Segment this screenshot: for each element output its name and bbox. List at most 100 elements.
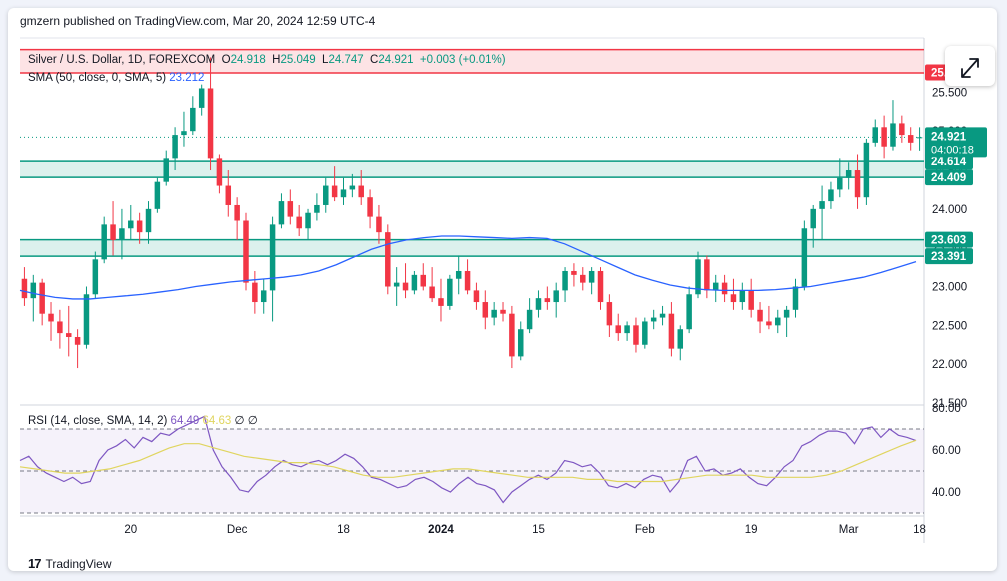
candle-body bbox=[881, 127, 887, 147]
candle-body bbox=[854, 170, 861, 198]
countdown-tag: 04:00:18 bbox=[931, 144, 974, 156]
rsi-sma-line bbox=[19, 439, 917, 483]
zone-a-bottom-tag-bg bbox=[925, 169, 973, 186]
sma-line-group bbox=[19, 235, 917, 300]
rsi-value: 64.49 bbox=[170, 415, 200, 427]
candle-body bbox=[402, 282, 409, 291]
candle-body bbox=[482, 302, 489, 318]
candle-body bbox=[473, 290, 480, 303]
candle-body bbox=[376, 216, 382, 233]
candle-body bbox=[606, 302, 613, 326]
candle-body bbox=[296, 216, 302, 229]
candle-body bbox=[553, 290, 559, 303]
candle-body bbox=[535, 298, 542, 310]
candle-body bbox=[207, 88, 214, 159]
candle-body bbox=[349, 185, 356, 190]
candle-body bbox=[730, 294, 737, 303]
candle-body bbox=[305, 212, 311, 229]
ohlc-close-label: C bbox=[370, 54, 379, 66]
candle-body bbox=[74, 336, 81, 345]
candle-body bbox=[828, 189, 834, 202]
candle-body bbox=[110, 224, 116, 240]
symbol-name: Silver / U.S. Dollar, 1D, FOREXCOM bbox=[28, 54, 216, 66]
candle-body bbox=[438, 298, 444, 306]
sma-label: SMA (50, close, 0, SMA, 5) bbox=[28, 72, 167, 84]
candle-body bbox=[154, 181, 161, 209]
candle-body bbox=[571, 270, 577, 275]
brand-name: TradingView bbox=[45, 556, 112, 571]
candle-body bbox=[39, 282, 45, 314]
ohlc-close: 24.921 bbox=[378, 54, 414, 66]
candle-body bbox=[287, 201, 294, 217]
candle-body bbox=[704, 259, 710, 291]
candle-body bbox=[358, 185, 364, 198]
candle-body bbox=[748, 290, 754, 310]
candle-body bbox=[845, 170, 852, 178]
candle-body bbox=[819, 201, 825, 209]
tradingview-logo-icon: 17 bbox=[28, 556, 42, 571]
last-price-tag-bg bbox=[925, 127, 987, 158]
candle-body bbox=[668, 313, 675, 349]
ohlc-high: 25.049 bbox=[280, 54, 316, 66]
candle-body bbox=[509, 313, 515, 357]
candle-body bbox=[92, 259, 99, 295]
price-tick-label: 23.000 bbox=[932, 282, 967, 294]
candle-body bbox=[500, 309, 506, 314]
grid-lines bbox=[20, 37, 925, 543]
zone-a-bottom-tag: 24.409 bbox=[931, 172, 966, 184]
rsi-legend[interactable]: RSI (14, close, SMA, 14, 2) 64.49 64.63 … bbox=[28, 413, 258, 427]
candle-body bbox=[588, 270, 595, 283]
rsi-sma-value: 64.63 bbox=[202, 415, 232, 427]
candle-body bbox=[119, 228, 125, 240]
candle-body bbox=[916, 137, 923, 139]
candle-body bbox=[331, 185, 338, 198]
candle-body bbox=[642, 321, 648, 345]
candle-body bbox=[686, 294, 692, 330]
candle-body bbox=[243, 220, 249, 283]
candle-body bbox=[57, 321, 63, 334]
candle-series bbox=[21, 57, 923, 369]
candle-body bbox=[340, 189, 347, 198]
footer-brand[interactable]: 17 TradingView bbox=[28, 556, 112, 571]
candle-body bbox=[323, 185, 329, 205]
rsi-tick-label: 40.00 bbox=[932, 487, 961, 499]
time-tick-label: 2024 bbox=[428, 524, 454, 536]
rsi-line bbox=[19, 415, 917, 504]
zone-a-top-tag: 24.614 bbox=[931, 156, 967, 168]
ohlc-low: 24.747 bbox=[328, 54, 364, 66]
candle-body bbox=[597, 270, 604, 303]
candle-body bbox=[783, 309, 790, 318]
candle-body bbox=[775, 317, 781, 326]
time-tick-label: 18 bbox=[337, 524, 350, 536]
time-tick-label: Feb bbox=[635, 524, 655, 536]
candle-body bbox=[145, 208, 152, 233]
rsi-pane bbox=[19, 415, 924, 514]
sma-legend[interactable]: SMA (50, close, 0, SMA, 5) 23.212 bbox=[28, 72, 204, 84]
candle-body bbox=[677, 329, 684, 349]
candle-body bbox=[172, 135, 178, 159]
zone-fill-0 bbox=[20, 49, 924, 73]
time-tick-label: Mar bbox=[839, 524, 859, 536]
candle-body bbox=[411, 274, 418, 291]
expand-button[interactable] bbox=[945, 46, 995, 86]
last-price-tag: 24.921 bbox=[931, 131, 967, 143]
chart-canvas[interactable]: 25.50025.00024.50024.00023.50023.00022.5… bbox=[8, 8, 997, 571]
candle-body bbox=[216, 158, 223, 186]
candle-body bbox=[234, 204, 240, 221]
expand-arrows-icon bbox=[961, 58, 979, 78]
candle-body bbox=[269, 224, 276, 291]
zone-b-top-tag: 23.603 bbox=[931, 235, 966, 247]
zone-b-bottom-tag: 23.391 bbox=[931, 251, 967, 263]
zone-b-bottom-tag-bg bbox=[925, 248, 973, 265]
price-tick-label: 25.500 bbox=[932, 87, 967, 99]
candle-body bbox=[464, 270, 471, 291]
symbol-legend[interactable]: Silver / U.S. Dollar, 1D, FOREXCOM O24.9… bbox=[28, 54, 506, 66]
candle-body bbox=[101, 224, 107, 260]
candle-body bbox=[810, 208, 816, 229]
candle-body bbox=[181, 131, 187, 136]
candle-body bbox=[899, 123, 905, 136]
candle-body bbox=[136, 220, 143, 233]
price-tick-label: 24.000 bbox=[932, 204, 967, 216]
time-tick-label: 20 bbox=[124, 524, 137, 536]
time-tick-label: 18 bbox=[913, 524, 926, 536]
